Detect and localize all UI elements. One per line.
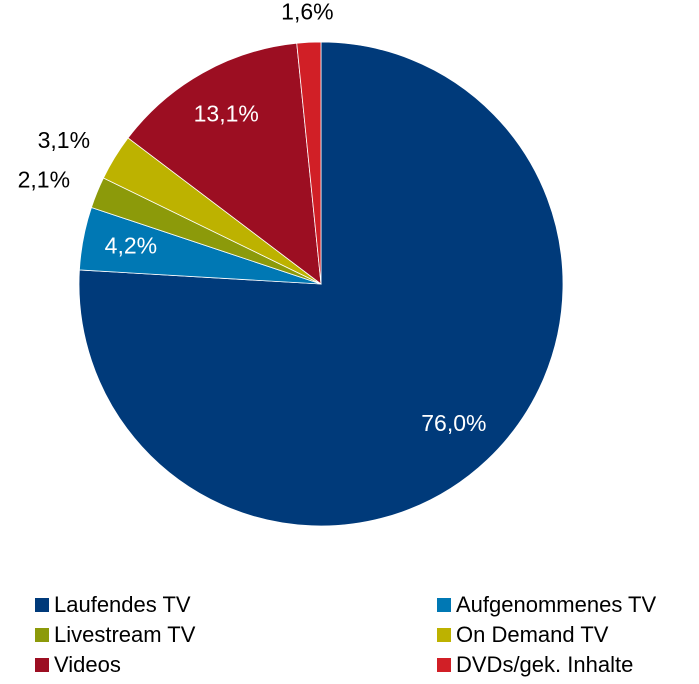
- legend-swatch: [437, 628, 451, 642]
- data-label: 13,1%: [194, 100, 259, 126]
- data-label: 2,1%: [18, 167, 70, 193]
- legend-label: Videos: [54, 652, 121, 677]
- pie-slice: [127, 42, 322, 285]
- legend-swatch: [437, 598, 451, 612]
- legend-swatch: [35, 598, 49, 612]
- data-label: 4,2%: [105, 233, 157, 259]
- legend-swatch: [437, 658, 451, 672]
- data-label: 3,1%: [38, 127, 90, 153]
- legend-label: Aufgenommenes TV: [456, 592, 656, 617]
- data-label: 76,0%: [421, 410, 486, 436]
- pie-slice: [296, 41, 322, 285]
- legend-swatch: [35, 628, 49, 642]
- legend-swatch: [35, 658, 49, 672]
- pie-slice: [78, 41, 564, 527]
- legend-label: Livestream TV: [54, 622, 196, 647]
- legend-label: DVDs/gek. Inhalte: [456, 652, 633, 677]
- legend-label: On Demand TV: [456, 622, 609, 647]
- data-label: 1,6%: [281, 0, 333, 24]
- legend-label: Laufendes TV: [54, 592, 191, 617]
